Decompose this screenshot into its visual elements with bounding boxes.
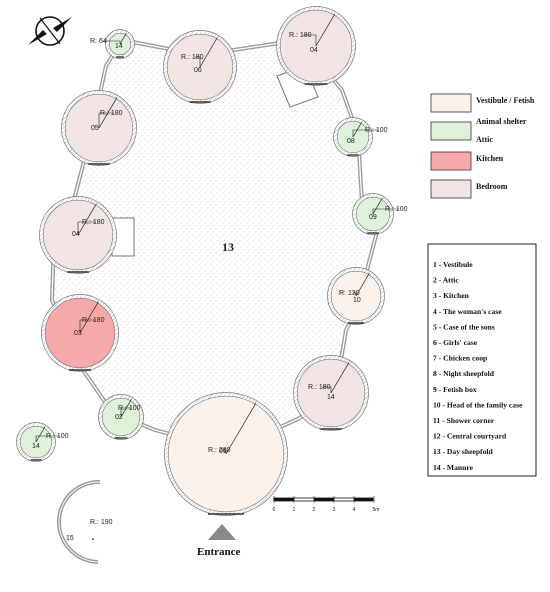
scale-tick-label: 3 xyxy=(333,507,336,513)
hut-number-label: 09 xyxy=(369,214,377,221)
hut-number-label: 02 xyxy=(115,414,123,421)
legend-item-bedroom: Bedroom xyxy=(430,179,508,199)
legend-label: Kitchen xyxy=(476,154,504,163)
hut-radius-label: R.: 100 xyxy=(365,127,388,134)
legend-label: Bedroom xyxy=(476,182,508,191)
room-list-item: 5 - Case of the sons xyxy=(433,322,495,331)
scale-tick-label: 1 xyxy=(293,507,296,513)
north-arrow-icon xyxy=(28,16,72,46)
hut-number-label: 10 xyxy=(353,297,361,304)
hut-radius-label: R.: 100 xyxy=(46,433,69,440)
room-list-item: 3 - Kitchen xyxy=(433,291,470,300)
entrance-arrow-icon xyxy=(208,524,236,540)
hut-number-label: 06 xyxy=(194,67,202,74)
scale-bar: 0 1 2 3 4 5m xyxy=(273,496,380,513)
hut-09: R.: 100 09 xyxy=(352,193,408,235)
courtyard-label: 13 xyxy=(222,240,234,254)
hut-radius-label: R.: 180 xyxy=(82,317,105,324)
hut-14: R: 64 14 xyxy=(90,29,135,59)
hut-radius-label: R.: 180 xyxy=(100,110,123,117)
room-list-item: 7 - Chicken coop xyxy=(433,354,487,363)
legend-label: Vestibule / Fetish xyxy=(476,96,535,105)
legend-swatch xyxy=(430,151,472,171)
room-list-item: 4 - The woman's case xyxy=(433,307,502,316)
scale-tick-label: 5m xyxy=(373,507,380,513)
hut-radius-label: R.: 100 xyxy=(385,206,408,213)
scale-tick-label: 2 xyxy=(313,507,316,513)
hut-radius-label: R.: 280 xyxy=(208,447,231,454)
hut-number-label: 08 xyxy=(347,138,355,145)
hut-02: R.: 100 02 xyxy=(98,394,144,440)
legend-item-shelter: Animal shelter Attic xyxy=(430,117,527,144)
legend-item-kitchen: Kitchen xyxy=(430,151,504,171)
room-list-item: 6 - Girls' case xyxy=(433,338,478,347)
hut-15: R.: 190 15 xyxy=(57,479,113,564)
legend-label: Animal shelter xyxy=(476,117,527,126)
entrance-marker: Entrance xyxy=(197,524,241,558)
hut-14: R.: 100 14 xyxy=(16,422,69,462)
room-list-item: 10 - Head of the family case xyxy=(433,400,523,409)
room-list-item: 11 - Shower corner xyxy=(433,416,495,425)
legend-item-vestibule: Vestibule / Fetish xyxy=(430,93,535,113)
room-list-item: 14 - Manure xyxy=(433,463,474,472)
hut-number-label: 03 xyxy=(74,330,82,337)
room-list-item: 2 - Attic xyxy=(433,276,459,285)
scale-tick-label: 4 xyxy=(353,507,356,513)
scale-tick-label: 0 xyxy=(273,507,276,513)
hut-floor xyxy=(279,9,353,83)
hut-number-label: 14 xyxy=(32,443,40,450)
hut-number-label: 01 xyxy=(219,448,227,455)
hut-number-label: 14 xyxy=(115,43,123,50)
hut-04: R.: 180 04 xyxy=(276,6,356,86)
room-list-item: 9 - Fetish box xyxy=(433,385,477,394)
hut-14: R.: 180 14 xyxy=(293,355,369,431)
hut-08: R.: 100 08 xyxy=(333,117,388,157)
hut-number-label: 15 xyxy=(66,535,74,542)
legend-swatch xyxy=(430,93,472,113)
legend-swatch xyxy=(430,121,472,141)
room-list: 1 - Vestibule 2 - Attic 3 - Kitchen 4 - The… xyxy=(427,243,537,477)
legend-swatch xyxy=(430,179,472,199)
hut-number-label: 14 xyxy=(327,394,335,401)
room-list-item: 12 - Central courtyard xyxy=(433,432,507,441)
hut-radius-label: R.: 180 xyxy=(82,219,105,226)
hut-number-label: 04 xyxy=(310,47,318,54)
room-list-item: 1 - Vestibule xyxy=(433,260,473,269)
room-list-item: 13 - Day sheepfold xyxy=(433,447,493,456)
hut-06: R.: 180 06 xyxy=(163,30,237,104)
room-list-item: 8 - Night sheepfold xyxy=(433,369,495,378)
hut-radius-label: R: 130 xyxy=(339,290,360,297)
entrance-label: Entrance xyxy=(197,546,241,558)
hut-number-label: 05 xyxy=(91,125,99,132)
hut-radius-label: R.: 180 xyxy=(181,54,204,61)
hut-radius-label: R.: 180 xyxy=(308,384,331,391)
legend-label-secondary: Attic xyxy=(476,135,493,144)
hut-radius-label: R: 64 xyxy=(90,38,107,45)
hut-radius-label: R.: 190 xyxy=(90,519,113,526)
hut-radius-label: R.: 100 xyxy=(118,405,141,412)
legend: Vestibule / Fetish Animal shelter Attic Kit… xyxy=(430,93,535,199)
hut-05: R.: 180 05 xyxy=(61,90,137,166)
hut-number-label: 04 xyxy=(72,231,80,238)
hut-radius-label: R.: 180 xyxy=(289,32,312,39)
